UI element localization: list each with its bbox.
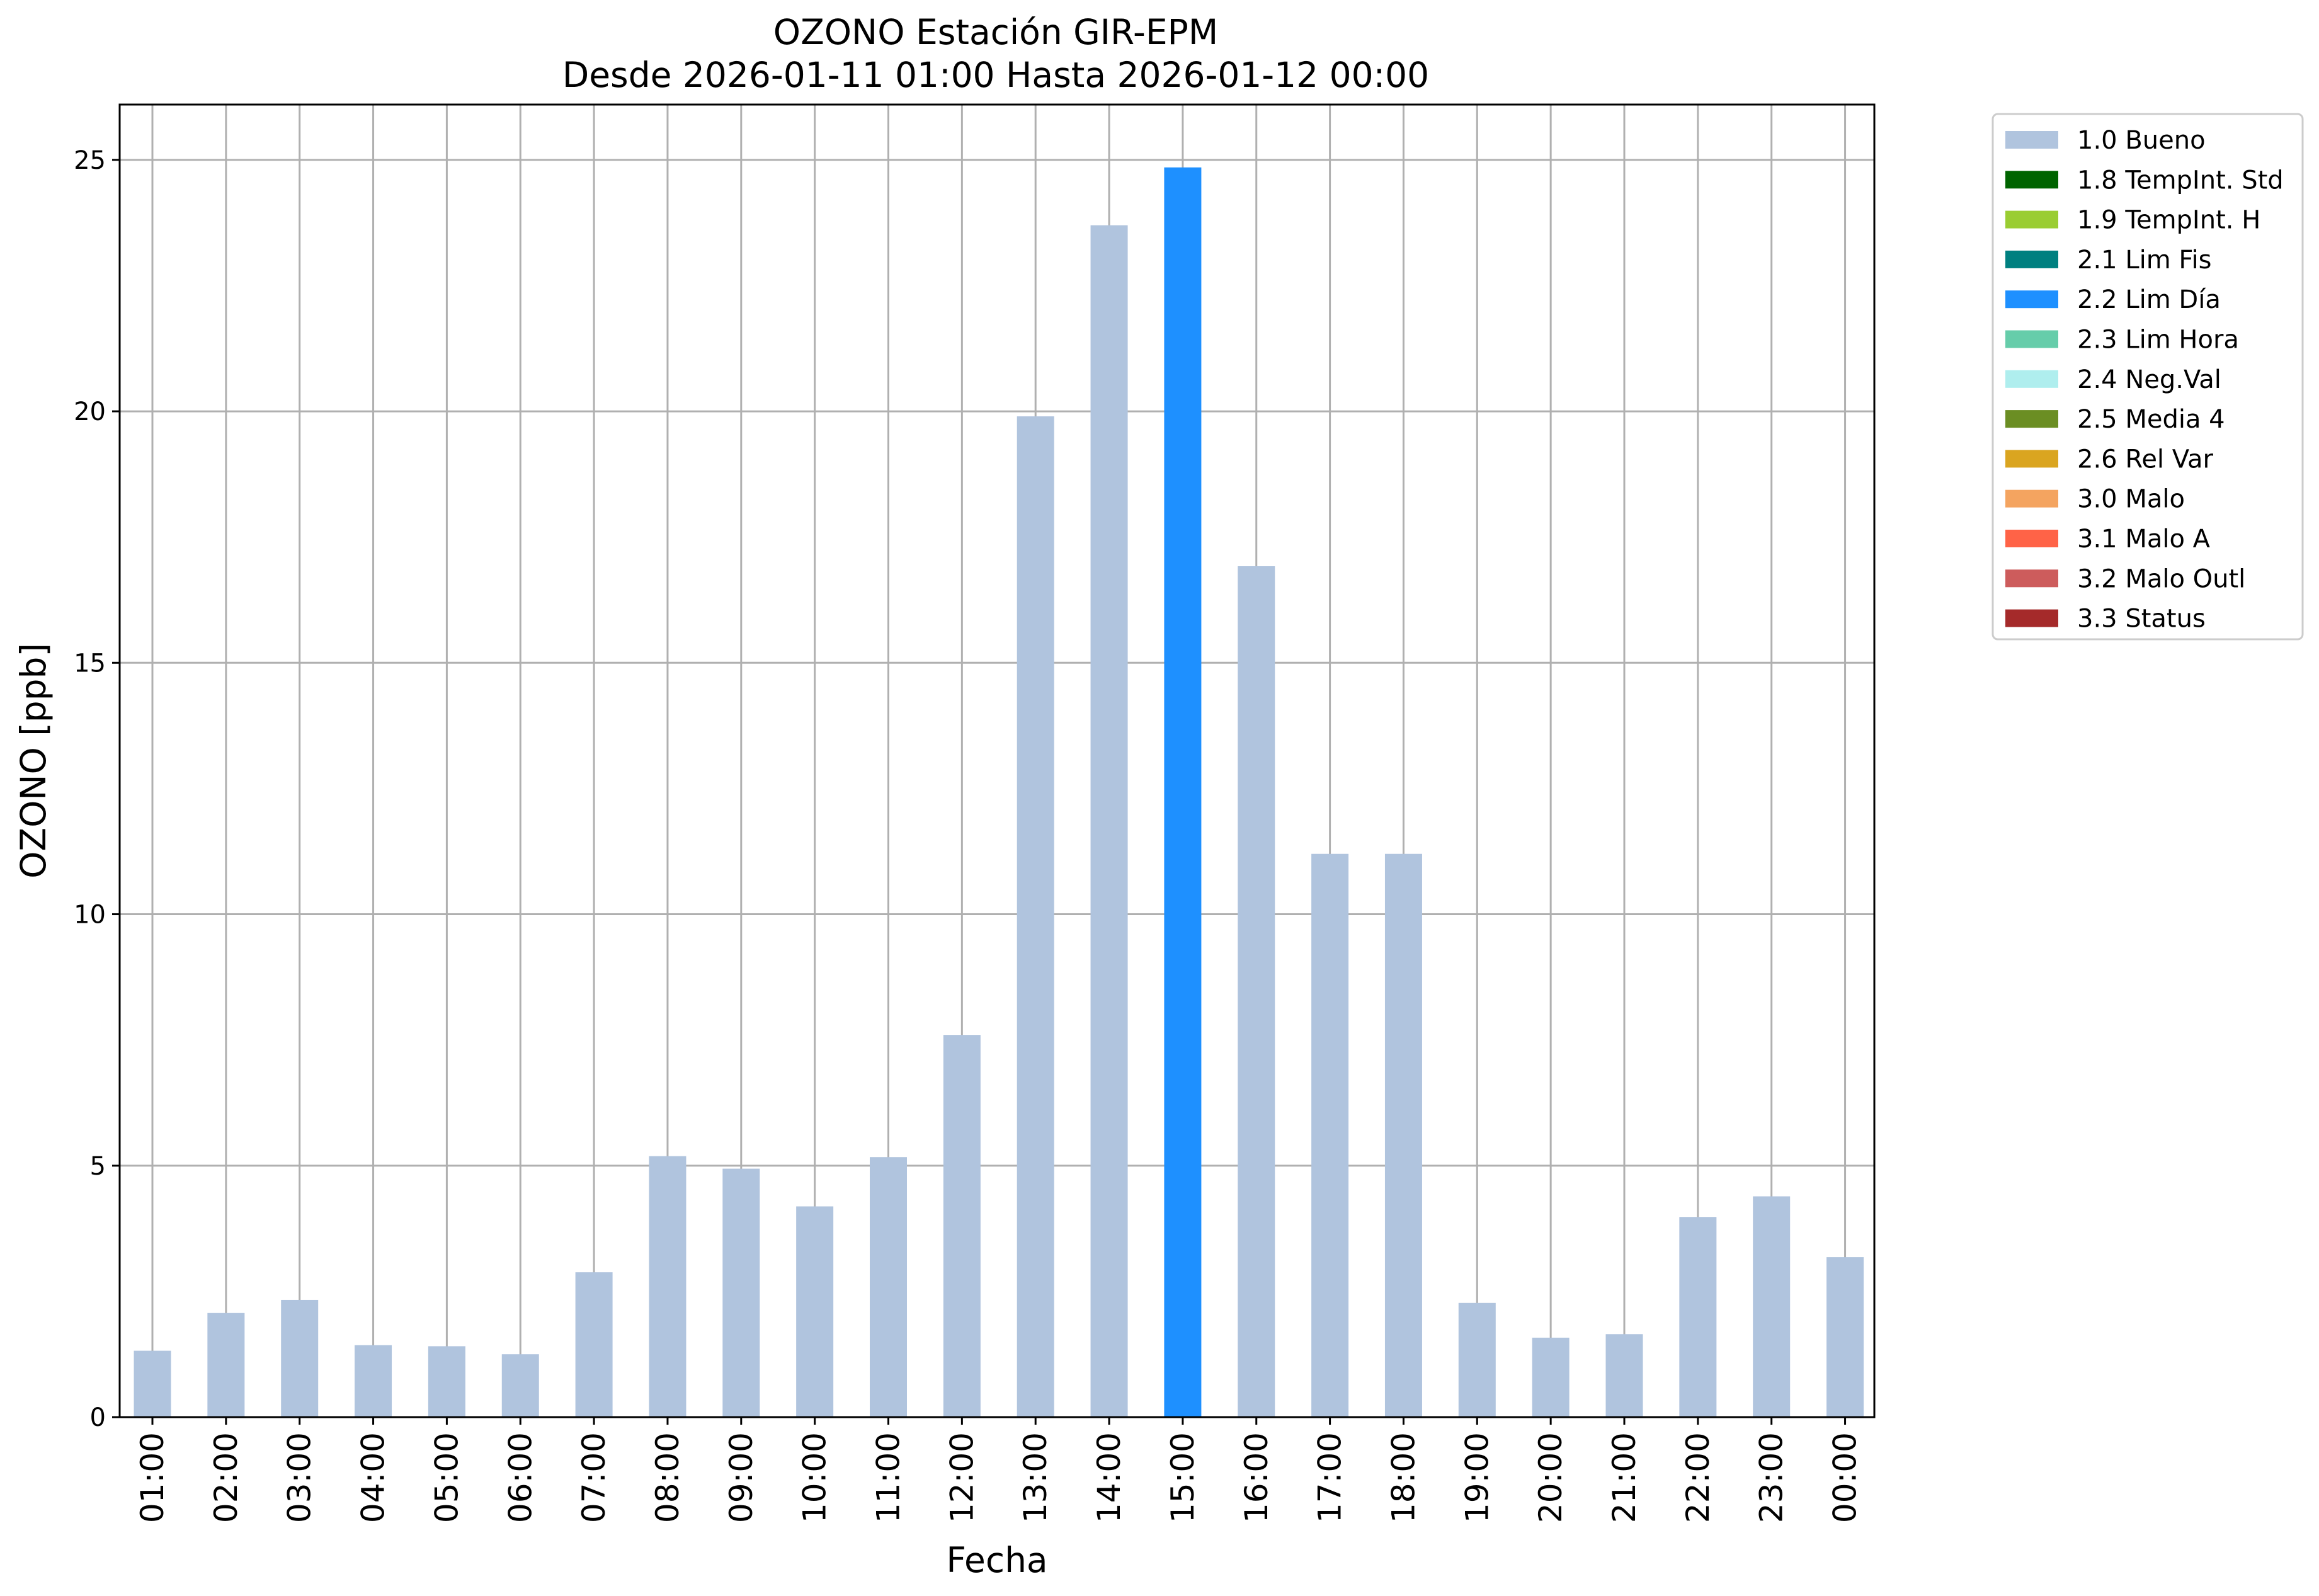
legend-label: 3.3 Status [2077,605,2206,634]
bar-02:00 [207,1313,245,1417]
bar-07:00 [575,1272,613,1417]
bar-10:00 [796,1206,834,1417]
legend-swatch [2005,609,2058,627]
bar-23:00 [1753,1196,1791,1417]
bar-14:00 [1090,225,1128,1417]
x-tick-label: 21:00 [1606,1432,1643,1523]
x-tick-label: 06:00 [502,1432,538,1523]
y-axis: 0 5 10 15 20 25 [74,146,120,1432]
bar-13:00 [1017,416,1054,1417]
legend-label: 3.2 Malo Outl [2077,564,2245,593]
bar-04:00 [355,1345,392,1417]
x-tick-label: 04:00 [355,1432,392,1523]
x-tick-label: 20:00 [1532,1432,1569,1523]
bar-21:00 [1605,1334,1643,1417]
legend-label: 2.1 Lim Fis [2077,246,2211,275]
legend-swatch [2005,410,2058,428]
bar-03:00 [281,1299,319,1417]
legend-box [1991,113,2304,641]
x-tick-label: 15:00 [1165,1432,1201,1523]
legend-label: 1.9 TempInt. H [2077,206,2260,235]
x-tick-label: 02:00 [208,1432,244,1523]
x-tick-label: 08:00 [649,1432,686,1523]
y-tick-label: 25 [74,146,106,175]
bar-20:00 [1532,1337,1570,1417]
y-axis-label: OZONO [ppb] [13,643,54,879]
legend-label: 2.4 Neg.Val [2077,365,2221,394]
y-tick-label: 0 [90,1403,106,1432]
x-tick-label: 11:00 [870,1432,907,1523]
y-tick-label: 20 [74,397,106,426]
y-tick-label: 5 [90,1152,106,1181]
x-tick-label: 10:00 [797,1432,833,1523]
legend-label: 3.1 Malo A [2077,525,2211,554]
x-tick-label: 16:00 [1238,1432,1275,1523]
legend-swatch [2005,290,2058,309]
bar-15:00 [1164,167,1202,1417]
x-tick-label: 19:00 [1459,1432,1495,1523]
x-tick-label: 13:00 [1017,1432,1054,1523]
legend-label: 3.0 Malo [2077,485,2185,514]
bar-19:00 [1458,1302,1496,1417]
bar-17:00 [1311,853,1349,1417]
bar-22:00 [1679,1217,1717,1417]
x-tick-label: 22:00 [1680,1432,1716,1523]
x-axis-label: Fecha [946,1540,1047,1580]
bar-09:00 [722,1168,760,1417]
bar-11:00 [870,1157,907,1417]
legend-label: 2.2 Lim Día [2077,285,2221,314]
y-tick-label: 15 [74,649,106,678]
chart-subtitle: Desde 2026-01-11 01:00 Hasta 2026-01-12 … [562,55,1429,95]
legend-swatch [2005,489,2058,508]
bar-12:00 [943,1035,981,1417]
legend-label: 2.6 Rel Var [2077,445,2214,474]
legend-swatch [2005,450,2058,468]
legend-label: 1.8 TempInt. Std [2077,166,2284,195]
x-tick-label: 14:00 [1091,1432,1127,1523]
legend-label: 2.3 Lim Hora [2077,326,2239,355]
legend-swatch [2005,330,2058,348]
legend-label: 2.5 Media 4 [2077,405,2225,434]
legend: 1.0 Bueno 1.8 TempInt. Std 1.9 TempInt. H 2… [1991,113,2304,641]
chart-title: OZONO Estación GIR-EPM [773,12,1218,52]
legend-swatch [2005,171,2058,189]
legend-swatch [2005,569,2058,588]
legend-swatch [2005,530,2058,547]
plot-frame [118,103,1876,1418]
legend-swatch [2005,210,2058,229]
bars [134,167,1864,1417]
x-tick-label: 23:00 [1753,1432,1790,1523]
y-tick-label: 10 [74,901,106,930]
bar-06:00 [501,1354,539,1417]
bar-00:00 [1826,1257,1864,1417]
x-tick-label: 03:00 [282,1432,318,1523]
legend-swatch [2005,370,2058,388]
x-tick-label: 12:00 [943,1432,980,1523]
x-tick-label: 00:00 [1827,1432,1864,1523]
x-axis: 01:00 02:00 03:00 04:00 05:00 06:00 07:00 08:00… [134,1417,1864,1523]
x-tick-label: 17:00 [1312,1432,1348,1523]
x-tick-label: 05:00 [428,1432,465,1523]
bar-05:00 [428,1346,465,1417]
bar-18:00 [1384,853,1422,1417]
x-tick-label: 09:00 [723,1432,760,1523]
legend-label: 1.0 Bueno [2077,126,2206,155]
legend-swatch [2005,131,2058,149]
x-tick-label: 18:00 [1385,1432,1422,1523]
bar-16:00 [1238,566,1275,1417]
legend-swatch [2005,250,2058,268]
bar-08:00 [649,1156,687,1417]
x-tick-label: 07:00 [576,1432,612,1523]
x-tick-label: 01:00 [134,1432,171,1523]
bar-01:00 [134,1350,171,1417]
